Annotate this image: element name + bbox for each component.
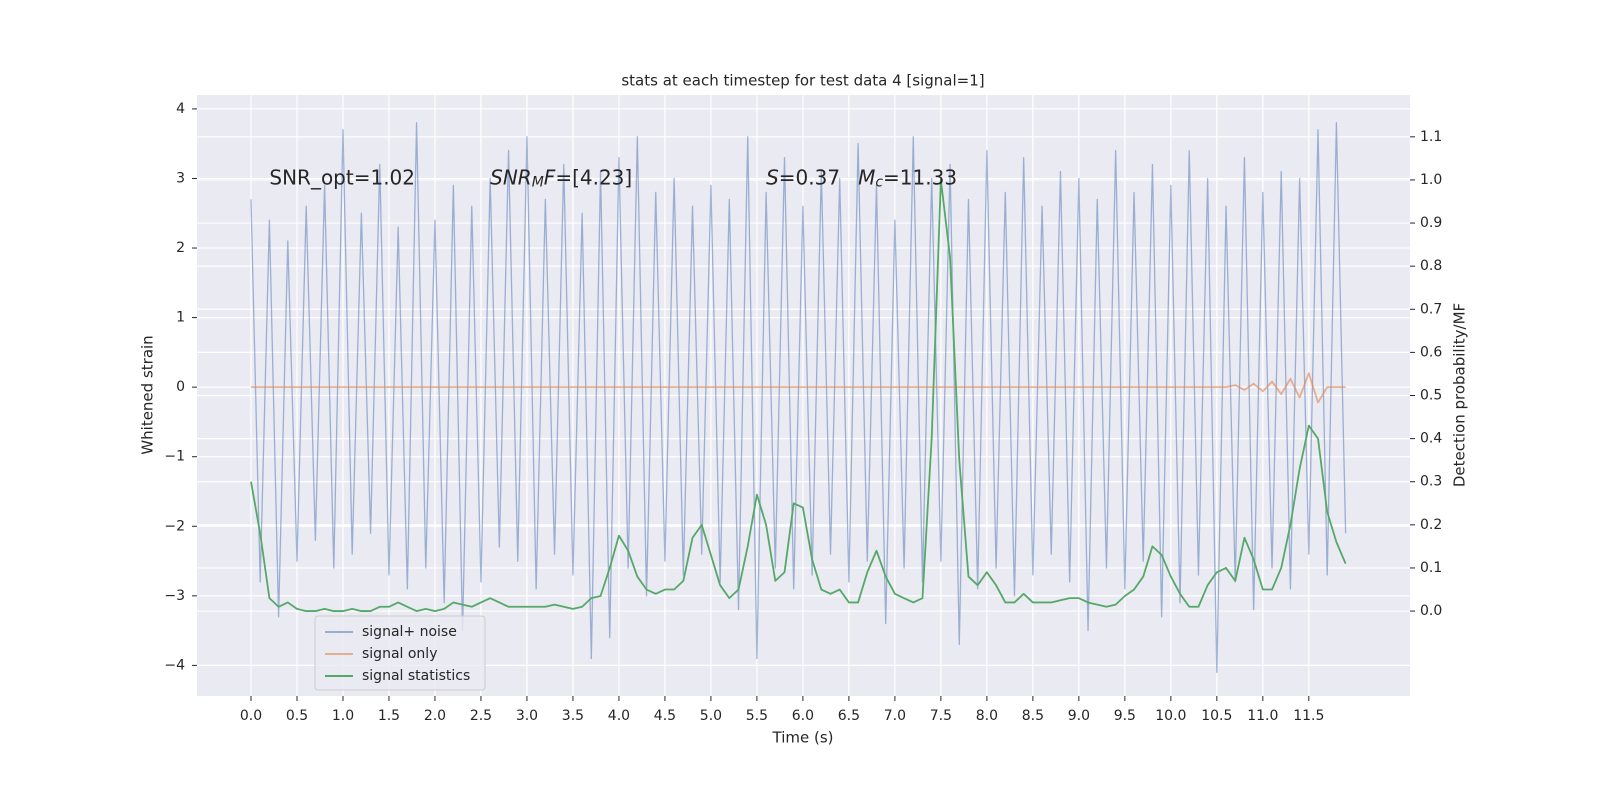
legend-label: signal statistics <box>362 668 470 684</box>
y-tick-label: 4 <box>176 101 185 117</box>
x-tick-label: 9.0 <box>1068 708 1090 724</box>
y-tick-label: −2 <box>164 518 185 534</box>
annotation-run: M <box>858 165 875 189</box>
annotation-run: =0.37 <box>779 165 840 189</box>
y2-tick-label: 0.1 <box>1420 560 1442 576</box>
x-tick-label: 0.5 <box>286 708 308 724</box>
x-tick-label: 8.0 <box>976 708 998 724</box>
labels: 0.0 0.5 1.0 1.5 2.0 2.5 3.0 3.5 4.0 4.5 5.0 5.5 6.0 6… <box>164 101 1442 724</box>
y2-tick-label: 0.7 <box>1420 301 1442 317</box>
annotation-run: M <box>532 174 544 190</box>
legend-box <box>314 615 486 691</box>
y2-axis-label: Detection probability/MF <box>1451 303 1469 487</box>
x-tick-label: 7.5 <box>930 708 952 724</box>
x-tick-label: 3.0 <box>516 708 538 724</box>
x-tick-label: 2.5 <box>470 708 492 724</box>
y2-tick-label: 1.1 <box>1420 129 1442 145</box>
x-tick-label: 3.5 <box>562 708 584 724</box>
y2-tick-label: 1.0 <box>1420 172 1442 188</box>
x-axis-label: Time (s) <box>772 729 834 747</box>
y2-tick-label: 0.5 <box>1420 388 1442 404</box>
x-tick-label: 4.5 <box>654 708 676 724</box>
annotation: SNR_opt=1.02 <box>269 165 415 189</box>
series-line <box>250 179 1347 612</box>
y2-tick-label: 0.4 <box>1420 431 1442 447</box>
annotation-run: S <box>766 165 779 189</box>
y-tick-label: 3 <box>176 170 185 186</box>
y-axis-label: Whitened strain <box>139 335 157 454</box>
legend-label: signal only <box>362 646 437 662</box>
x-tick-label: 1.5 <box>378 708 400 724</box>
chart-title: stats at each timestep for test data 4 [… <box>621 72 984 90</box>
series-line <box>250 122 1347 673</box>
x-tick-label: 10.5 <box>1201 708 1232 724</box>
y-tick-label: −4 <box>164 657 185 673</box>
annotation-run: SNR_opt=1.02 <box>269 165 415 189</box>
legend-label: signal+ noise <box>362 624 457 640</box>
annotation-run: =[4.23] <box>555 165 632 189</box>
x-tick-label: 7.0 <box>884 708 906 724</box>
annotation: SNRMF=[4.23] <box>490 165 632 190</box>
x-tick-label: 5.0 <box>700 708 722 724</box>
x-tick-label: 1.0 <box>332 708 354 724</box>
y2-tick-label: 0.6 <box>1420 344 1442 360</box>
y2-tick-label: 0.2 <box>1420 517 1442 533</box>
annotation-run: SNR <box>490 165 532 189</box>
x-tick-label: 0.0 <box>240 708 262 724</box>
annotation: Mc=11.33 <box>858 165 957 190</box>
annotation-run: =11.33 <box>883 165 957 189</box>
x-tick-label: 11.5 <box>1293 708 1324 724</box>
x-tick-label: 2.0 <box>424 708 446 724</box>
x-tick-label: 8.5 <box>1022 708 1044 724</box>
x-tick-label: 9.5 <box>1114 708 1136 724</box>
annotation: S=0.37 <box>766 165 840 189</box>
marks <box>250 122 1347 673</box>
y2-tick-label: 0.3 <box>1420 474 1442 490</box>
annotation-run: c <box>875 174 883 190</box>
y-tick-label: −3 <box>164 588 185 604</box>
y-tick-label: −1 <box>164 449 185 465</box>
y-tick-label: 2 <box>176 240 185 256</box>
y2-tick-label: 0.0 <box>1420 603 1442 619</box>
y-tick-label: 1 <box>176 310 185 326</box>
x-tick-label: 11.0 <box>1247 708 1278 724</box>
x-tick-label: 4.0 <box>608 708 630 724</box>
y2-tick-label: 0.9 <box>1420 215 1442 231</box>
x-tick-label: 6.0 <box>792 708 814 724</box>
y-tick-label: 0 <box>176 379 185 395</box>
annotation-run: F <box>544 165 556 189</box>
x-tick-label: 5.5 <box>746 708 768 724</box>
y2-tick-label: 0.8 <box>1420 258 1442 274</box>
x-tick-label: 6.5 <box>838 708 860 724</box>
series-line <box>250 372 1346 404</box>
x-tick-label: 10.0 <box>1155 708 1186 724</box>
